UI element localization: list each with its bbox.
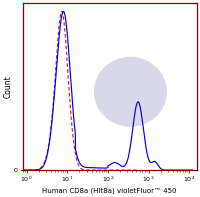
Y-axis label: Count: Count [3, 75, 12, 98]
Circle shape [94, 57, 167, 127]
X-axis label: Human CD8a (HIt8a) violetFluor™ 450: Human CD8a (HIt8a) violetFluor™ 450 [42, 187, 177, 193]
